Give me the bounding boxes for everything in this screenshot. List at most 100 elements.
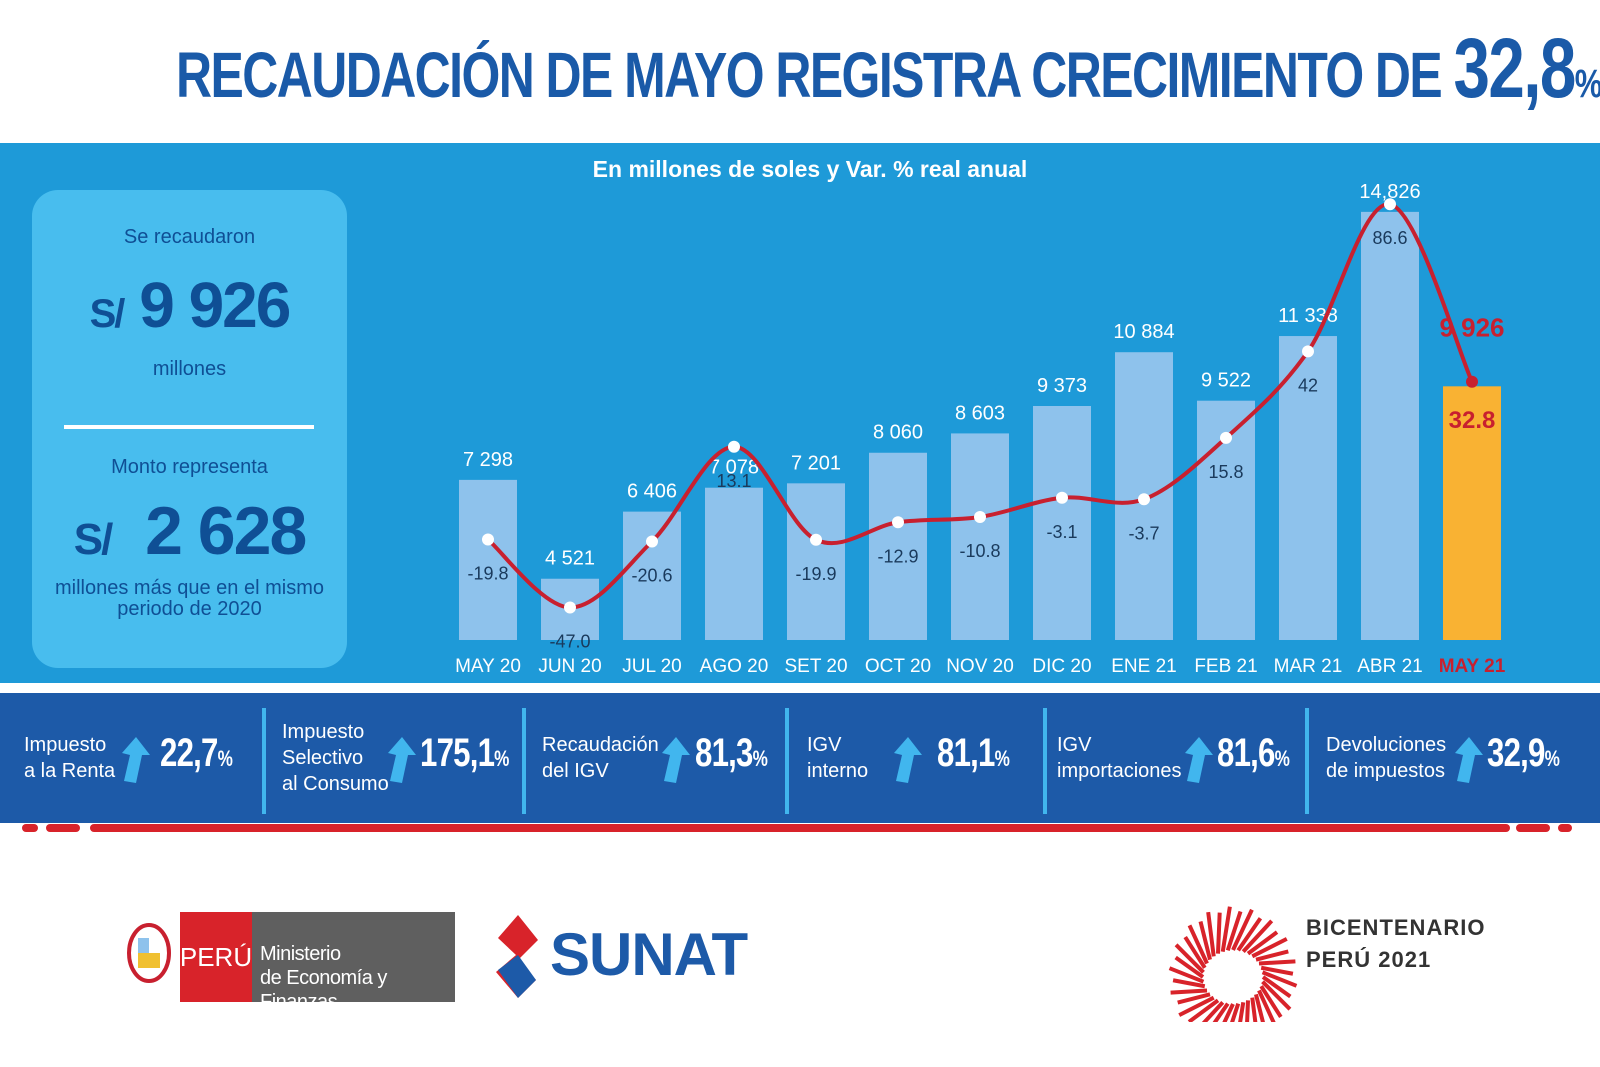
variation-label: -3.1 — [1046, 522, 1077, 542]
sunburst-ray — [1187, 998, 1220, 1022]
bar — [705, 487, 763, 640]
x-tick-label: JUL 20 — [622, 656, 682, 677]
variation-label: 13.1 — [716, 471, 751, 491]
sunburst-ray — [1236, 917, 1263, 952]
bar-value-label: 8 603 — [955, 402, 1005, 424]
separator — [522, 708, 526, 814]
variation-point — [1302, 345, 1314, 358]
indicator-label: Recaudación del IGV — [542, 693, 659, 823]
page-title: RECAUDACIÓN DE MAYO REGISTRA CRECIMIENTO… — [176, 20, 1600, 117]
sunburst-ray — [1230, 1002, 1241, 1022]
indicator-label: Impuesto Selectivo al Consumo — [282, 693, 389, 823]
indicator-number: 32,9 — [1487, 731, 1545, 775]
sunburst-ray — [1254, 993, 1265, 1022]
peru-brand: PERÚ — [180, 912, 252, 1002]
sunburst-ray — [1177, 992, 1211, 1005]
x-tick-label: MAY 21 — [1439, 656, 1506, 677]
bicentenario-text: BICENTENARIO — [1306, 915, 1486, 940]
title-text: RECAUDACIÓN DE MAYO REGISTRA CRECIMIENTO… — [176, 39, 1443, 111]
indicator-label: Devoluciones de impuestos — [1326, 693, 1446, 823]
difference-amount: 2 628 — [145, 493, 307, 569]
indicator-unit: % — [217, 746, 233, 771]
indicator-label-line: del IGV — [542, 760, 609, 782]
peru-coat-of-arms-icon — [127, 923, 171, 983]
sunburst-ray — [1255, 949, 1289, 962]
mef-name: de Economía y Finanzas — [260, 967, 387, 1013]
sunburst-ray — [1251, 937, 1288, 959]
bicentenario-logo-icon — [1168, 906, 1298, 1022]
sunburst-ray — [1222, 1003, 1235, 1022]
indicator-number: 22,7 — [160, 731, 218, 775]
sunburst-ray — [1201, 1001, 1225, 1022]
collected-amount: 9 926 — [139, 269, 291, 341]
title-unit: % — [1574, 62, 1600, 106]
arrow-up-icon — [122, 737, 150, 783]
indicator-unit: % — [1274, 746, 1290, 771]
x-tick-label: OCT 20 — [865, 656, 931, 677]
bar — [1361, 211, 1419, 641]
indicator-label: Impuesto a la Renta — [24, 693, 115, 823]
indicator-unit: % — [494, 746, 509, 771]
difference-desc: periodo de 2020 — [117, 598, 262, 620]
indicator-label-line: IGV — [807, 734, 842, 756]
mef-name: Ministerio — [260, 943, 341, 965]
x-tick-label: NOV 20 — [946, 656, 1014, 677]
indicator-label-line: interno — [807, 760, 869, 782]
decor-line — [90, 824, 1510, 832]
divider — [64, 425, 314, 429]
variation-point — [728, 440, 740, 453]
variation-point — [1220, 431, 1232, 444]
sunburst-ray — [1238, 1002, 1246, 1022]
variation-point — [974, 511, 986, 523]
indicator-label-line: Devoluciones — [1326, 734, 1447, 756]
difference-desc: millones más que en el mismo — [55, 577, 324, 599]
variation-point — [810, 533, 822, 546]
variation-point — [1056, 491, 1068, 504]
variation-point — [646, 535, 658, 548]
indicator-label-line: importaciones — [1057, 760, 1182, 782]
sunburst-ray — [1261, 975, 1292, 999]
collected-label: Se recaudaron — [123, 226, 256, 248]
variation-label: -19.8 — [467, 564, 508, 584]
sunburst-ray — [1259, 985, 1283, 1018]
bar-value-label: 7 201 — [791, 452, 841, 474]
decor-line — [1516, 824, 1550, 832]
variation-label: 32.8 — [1449, 407, 1496, 434]
indicator-label: IGV importaciones — [1057, 693, 1182, 823]
arrow-up-icon — [1185, 737, 1213, 783]
x-tick-label: MAY 20 — [455, 656, 521, 677]
x-tick-label: JUN 20 — [538, 656, 601, 677]
bar-value-label: 14,826 — [1359, 181, 1420, 203]
chart-title: En millones de soles y Var. % real anual — [592, 156, 1028, 182]
sunburst-ray — [1245, 1000, 1250, 1022]
sunburst-ray — [1168, 966, 1205, 984]
variation-label: 15.8 — [1208, 462, 1243, 482]
x-tick-label: SET 20 — [784, 656, 847, 677]
sunburst-ray — [1174, 955, 1205, 979]
sunburst-ray — [1250, 997, 1258, 1022]
variation-label: -20.6 — [631, 566, 672, 586]
chart: 7 298 MAY 20 4 521 JUN 20 6 406 JUL 20 7 078 AG… — [455, 181, 1506, 677]
x-tick-label: ABR 21 — [1357, 656, 1422, 677]
arrow-up-icon — [662, 737, 690, 783]
indicator-label-line: al Consumo — [282, 773, 389, 795]
sunburst-ray — [1246, 930, 1279, 956]
separator — [1043, 708, 1047, 814]
sunburst-ray — [1225, 910, 1243, 952]
sunburst-ray — [1241, 919, 1274, 953]
indicator-value: 22,7% — [160, 731, 233, 776]
separator — [262, 708, 266, 814]
indicator-value: 81,6% — [1217, 731, 1290, 776]
variation-label: -19.9 — [795, 564, 836, 584]
bar-value-label: 9 373 — [1037, 375, 1087, 397]
bicentenario-text: PERÚ 2021 — [1306, 947, 1432, 972]
indicator-label: IGV interno — [807, 693, 868, 823]
variation-point — [482, 533, 494, 546]
sunburst-ray — [1172, 978, 1206, 989]
variation-point — [1138, 493, 1150, 506]
indicator-number: 175,1 — [420, 731, 495, 775]
variation-label: 42 — [1298, 375, 1318, 395]
x-tick-label: ENE 21 — [1111, 656, 1176, 677]
indicator-value: 81,1% — [937, 731, 1010, 776]
decor-line — [1558, 824, 1572, 832]
